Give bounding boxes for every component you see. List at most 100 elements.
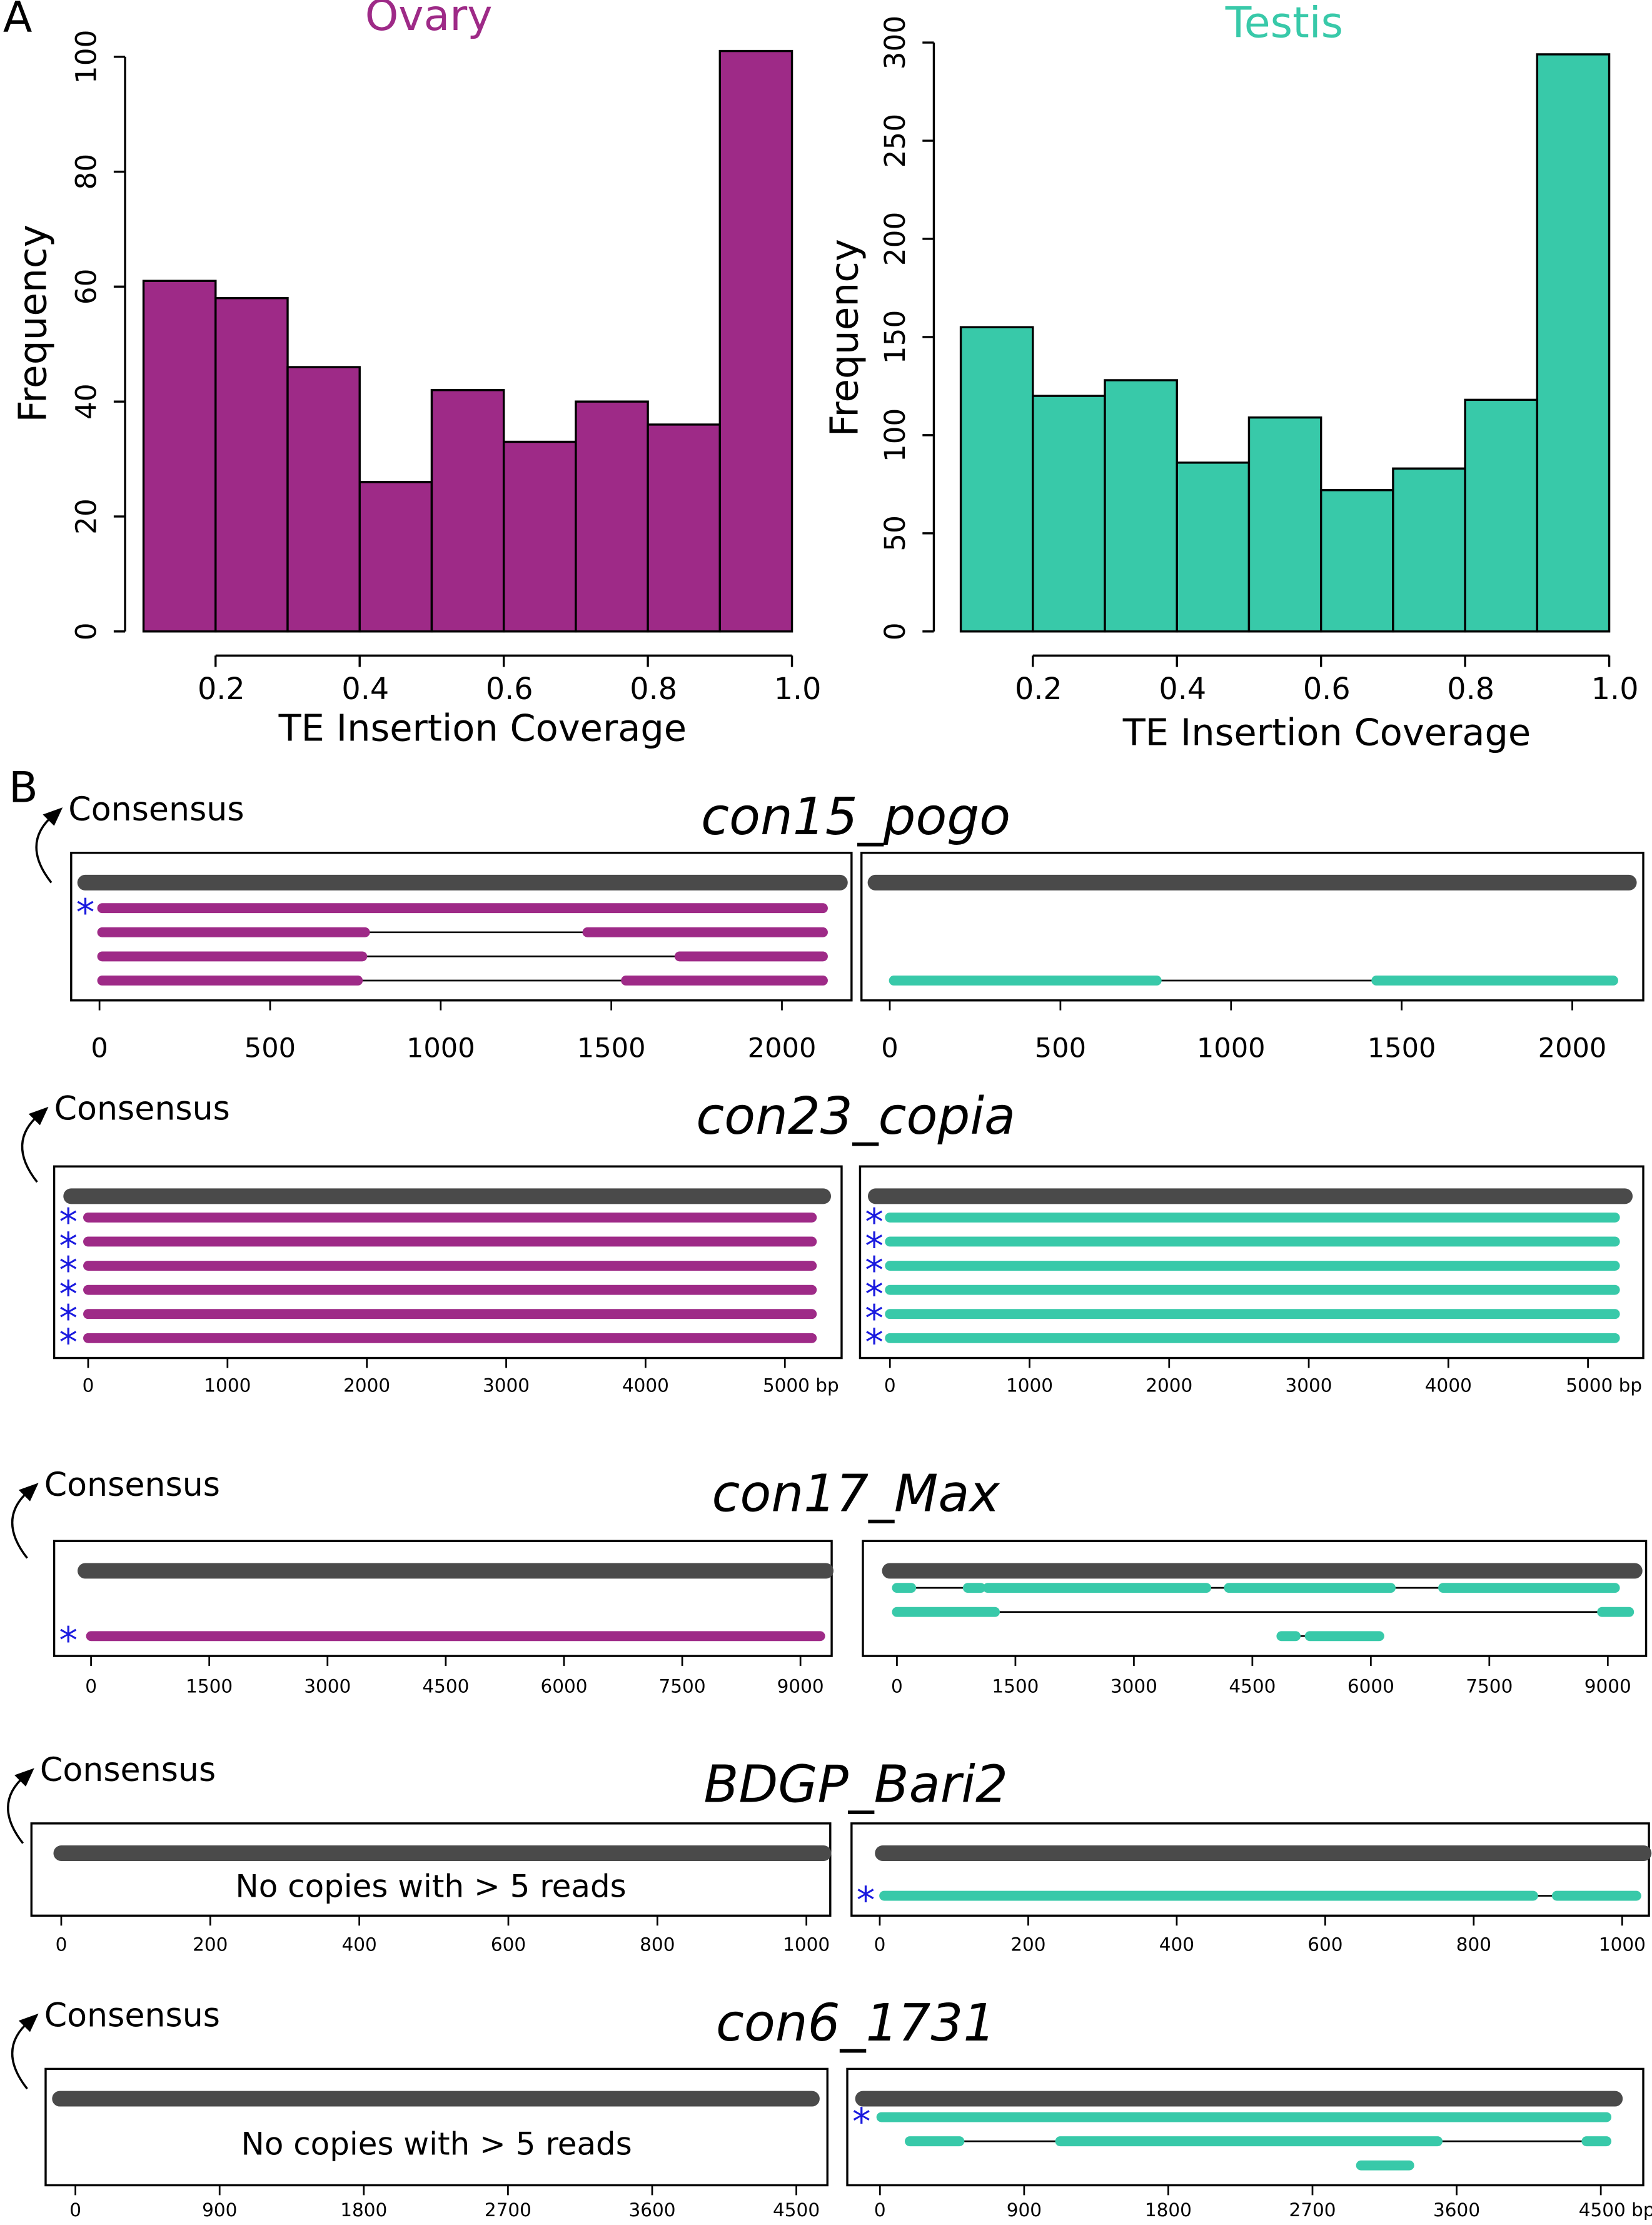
bar [959, 326, 1034, 633]
bar [1032, 395, 1106, 633]
x-tick-label: 900 [1007, 2199, 1042, 2221]
bar [502, 440, 577, 633]
bar [142, 280, 217, 633]
star: * [865, 1224, 883, 1268]
panel-box [862, 1540, 1648, 1657]
x-tick-label: 800 [640, 1934, 675, 1955]
x-tick-label: 4500 [773, 2199, 820, 2221]
bar [647, 423, 722, 633]
x-tick-label: 0 [56, 1934, 68, 1955]
x-tick-label: 1000 [1006, 1375, 1053, 1396]
bar [718, 49, 793, 633]
x-tick-label: 3000 [304, 1675, 351, 1697]
star: * [59, 1249, 78, 1292]
bar [286, 366, 361, 633]
x-tick-label: 0 [85, 1675, 97, 1697]
x-tick-label: 1800 [1145, 2199, 1192, 2221]
bar [1176, 462, 1251, 633]
panel-label: B [9, 763, 38, 812]
x-tick-label: 600 [1307, 1934, 1342, 1955]
y-tick-label: 60 [70, 268, 103, 305]
star: * [865, 1297, 883, 1340]
te-name: BDGP_Bari2 [703, 1755, 1008, 1815]
x-tick-label: 0.6 [486, 672, 533, 707]
y-tick-label: 20 [70, 498, 103, 535]
bar [358, 481, 433, 633]
bar [1319, 489, 1394, 633]
x-tick-label: 1000 [1599, 1934, 1646, 1955]
star: * [59, 1297, 78, 1340]
x-tick-label: 0.4 [1159, 672, 1206, 707]
x-tick-label: 0.6 [1303, 672, 1351, 707]
star: * [865, 1273, 883, 1316]
star: * [59, 1200, 78, 1243]
x-tick-label: 1500 [186, 1675, 233, 1697]
x-tick-label: 200 [1010, 1934, 1045, 1955]
x-tick-label: 2000 [748, 1033, 817, 1064]
x-tick-label: 200 [193, 1934, 228, 1955]
x-tick-label: 0 [91, 1033, 108, 1064]
bar [575, 400, 649, 633]
panel-box [44, 2067, 829, 2187]
x-tick-label: 0.2 [1015, 672, 1062, 707]
panel-box [859, 1165, 1644, 1360]
x-tick-label: 800 [1456, 1934, 1491, 1955]
x-tick-label: 400 [342, 1934, 377, 1955]
bar [1104, 379, 1178, 633]
bar [214, 297, 289, 633]
chart-title: Testis [1225, 0, 1343, 48]
panel-box [850, 1822, 1650, 1917]
star: * [857, 1879, 875, 1922]
y-tick-label: 250 [879, 114, 912, 168]
y-tick-label: 100 [70, 29, 103, 84]
x-tick-label: 6000 [540, 1675, 587, 1697]
star: * [865, 1200, 883, 1243]
star: * [865, 1321, 883, 1364]
star: * [59, 1619, 78, 1662]
x-tick-label: 3600 [1433, 2199, 1480, 2221]
panel-box [53, 1540, 833, 1657]
x-tick-label: 0 [83, 1375, 94, 1396]
x-tick-label: 1500 [1367, 1033, 1436, 1064]
x-tick-label: 0 [884, 1375, 896, 1396]
te-name: con17_Max [712, 1464, 1001, 1523]
x-tick-label: 1000 [1197, 1033, 1266, 1064]
x-tick-label: 400 [1159, 1934, 1194, 1955]
x-tick-label: 0 [881, 1033, 898, 1064]
x-tick-label: 1500 [577, 1033, 646, 1064]
y-axis-label: Frequency [823, 239, 867, 436]
x-tick-label: 7500 [659, 1675, 706, 1697]
star: * [59, 1321, 78, 1364]
x-tick-label: 1000 [783, 1934, 830, 1955]
x-tick-label: 0 [874, 2199, 886, 2221]
consensus-label: Consensus [54, 1091, 230, 1128]
x-tick-label: 3000 [483, 1375, 530, 1396]
star: * [865, 1249, 883, 1292]
te-name: con23_copia [696, 1087, 1015, 1146]
x-tick-label: 2700 [485, 2199, 531, 2221]
bar [430, 389, 505, 633]
x-tick-label: 3000 [1286, 1375, 1332, 1396]
x-tick-label: 5000 bp [1566, 1375, 1642, 1396]
x-tick-label: 0.4 [341, 672, 389, 707]
te-name: con6_1731 [716, 1994, 995, 2053]
x-tick-label: 0.8 [1447, 672, 1494, 707]
panel-box [30, 1822, 832, 1917]
panel-box [846, 2067, 1644, 2187]
x-tick-label: 500 [244, 1033, 296, 1064]
x-tick-label: 1000 [406, 1033, 475, 1064]
panel-label: A [3, 0, 33, 42]
x-tick-label: 2000 [1538, 1033, 1607, 1064]
y-tick-label: 100 [879, 408, 912, 463]
arrow [7, 1774, 27, 1844]
x-tick-label: 2000 [1146, 1375, 1192, 1396]
x-tick-label: 0 [891, 1675, 903, 1697]
y-tick-label: 50 [879, 515, 912, 552]
arrow-head [18, 2013, 39, 2032]
x-tick-label: 5000 bp [763, 1375, 839, 1396]
star: * [59, 1273, 78, 1316]
consensus-label: Consensus [44, 1997, 220, 2035]
y-tick-label: 40 [70, 383, 103, 420]
arrow-head [28, 1106, 49, 1126]
x-tick-label: 500 [1035, 1033, 1086, 1064]
